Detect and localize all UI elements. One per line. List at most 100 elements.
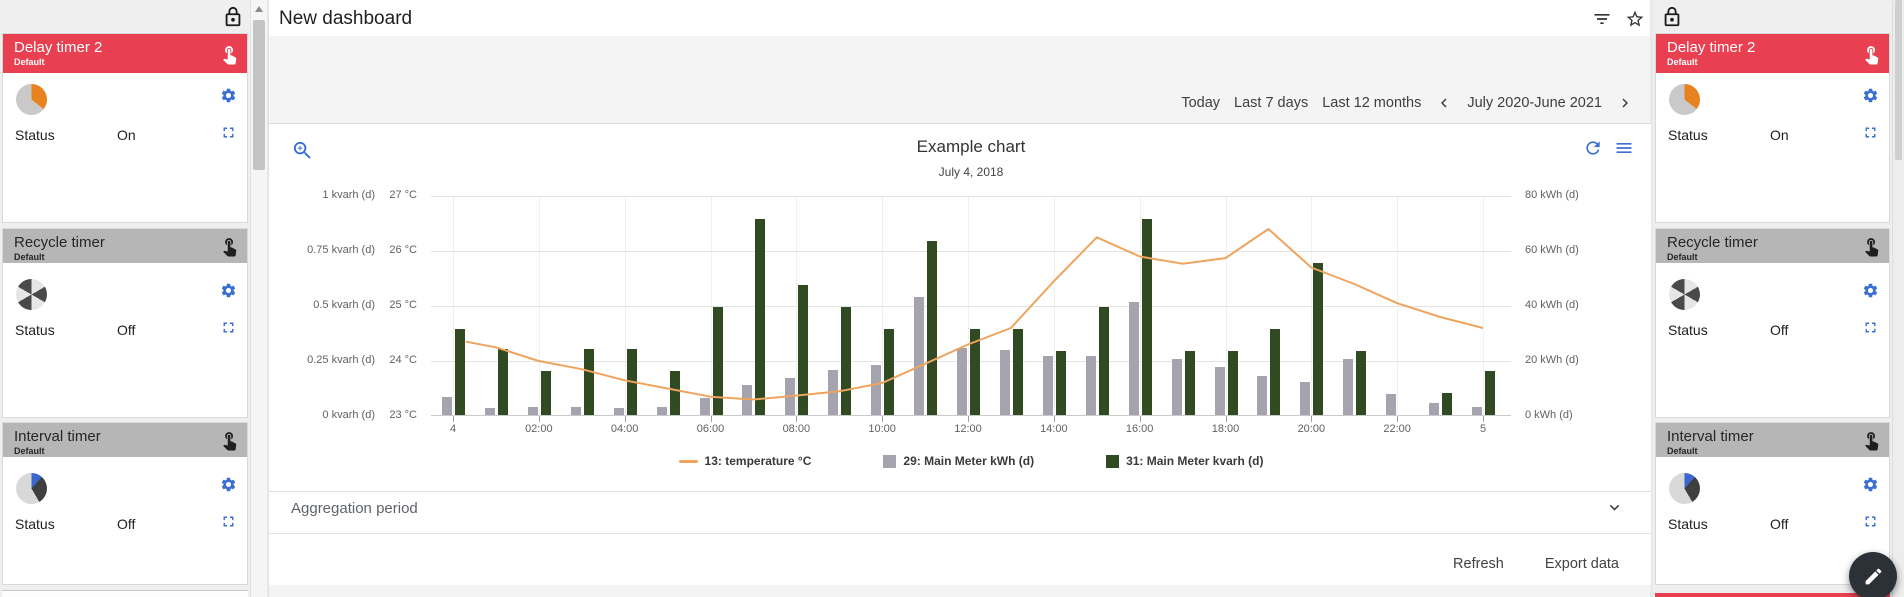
bar-kvarh[interactable]	[1485, 371, 1495, 415]
chart-menu-icon[interactable]	[1614, 138, 1634, 158]
legend-item-kvarh[interactable]: 31: Main Meter kvarh (d)	[1106, 454, 1263, 468]
bar-kwh[interactable]	[1171, 359, 1182, 415]
touch-app-icon[interactable]	[219, 430, 240, 451]
touch-app-icon[interactable]	[219, 43, 240, 64]
status-label: Status	[1668, 322, 1708, 338]
bar-kvarh[interactable]	[1012, 329, 1023, 415]
fullscreen-icon[interactable]	[220, 513, 237, 530]
fullscreen-icon[interactable]	[220, 319, 237, 336]
bar-kwh[interactable]	[1472, 407, 1482, 415]
bar-kwh[interactable]	[1257, 376, 1268, 415]
lock-icon[interactable]	[222, 6, 244, 28]
bar-kwh[interactable]	[613, 408, 624, 415]
gear-icon[interactable]	[220, 87, 237, 104]
chart-plot-area[interactable]: 4 02:00 04:00 06:00 08:00 10:00 12:00 14:00 16:0…	[307, 189, 1579, 435]
bar-kvarh[interactable]	[1442, 393, 1453, 415]
last-12-months-button[interactable]: Last 12 months	[1322, 95, 1422, 111]
bar-kvarh[interactable]	[540, 371, 551, 415]
touch-app-icon[interactable]	[1861, 43, 1882, 64]
widget-header[interactable]: Interval timer Default	[1656, 423, 1889, 457]
bar-kwh[interactable]	[957, 348, 967, 415]
gear-icon[interactable]	[1862, 282, 1879, 299]
export-data-button[interactable]: Export data	[1544, 556, 1619, 572]
legend-item-kwh[interactable]: 29: Main Meter kWh (d)	[883, 454, 1034, 468]
widget-header[interactable]: Delay timer 2 Default	[3, 34, 247, 73]
touch-app-icon[interactable]	[219, 236, 240, 257]
bar-kvarh[interactable]	[841, 307, 852, 415]
chart-refresh-icon[interactable]	[1583, 138, 1603, 158]
x-axis-tick	[624, 416, 626, 422]
filter-list-icon[interactable]	[1592, 9, 1612, 29]
x-axis-tick	[710, 416, 712, 422]
bar-kvarh[interactable]	[884, 329, 895, 415]
bar-kwh[interactable]	[656, 407, 667, 415]
star-outline-icon[interactable]	[1625, 9, 1645, 29]
bar-kwh[interactable]	[871, 365, 882, 415]
bar-kvarh[interactable]	[1184, 351, 1195, 415]
left-sidebar-scrollbar[interactable]	[250, 0, 267, 597]
bar-kvarh[interactable]	[712, 307, 723, 415]
scrollbar-thumb[interactable]	[1895, 0, 1902, 160]
bar-kvarh[interactable]	[970, 329, 980, 415]
right-sidebar-scrollbar[interactable]	[1892, 0, 1904, 597]
bar-kwh[interactable]	[1214, 367, 1225, 415]
bar-kwh[interactable]	[1343, 359, 1354, 415]
gear-icon[interactable]	[1862, 87, 1879, 104]
bar-kwh[interactable]	[999, 350, 1010, 415]
y-axis-label-right: 0 kWh (d)	[1525, 409, 1573, 421]
bar-kvarh[interactable]	[927, 241, 938, 415]
bar-kvarh[interactable]	[1141, 219, 1152, 415]
widget-header[interactable]: Recycle timer Default	[1656, 229, 1889, 263]
bar-kvarh[interactable]	[1313, 263, 1324, 415]
widget-header[interactable]: Interval timer Default	[3, 423, 247, 457]
touch-app-icon[interactable]	[1861, 236, 1882, 257]
scrollbar-thumb[interactable]	[253, 20, 265, 170]
touch-app-icon[interactable]	[1861, 430, 1882, 451]
fullscreen-icon[interactable]	[220, 124, 237, 141]
widget-header[interactable]: Delay timer 2 Default	[1656, 34, 1889, 73]
status-row: Status Off	[1668, 322, 1868, 338]
bar-kvarh[interactable]	[497, 349, 508, 415]
bar-kwh[interactable]	[570, 407, 581, 415]
bar-kwh[interactable]	[484, 408, 495, 415]
bar-kvarh[interactable]	[1055, 351, 1066, 415]
last-7-days-button[interactable]: Last 7 days	[1234, 95, 1309, 111]
widget-card-delay-timer: Delay timer 2 Default Status On	[2, 33, 248, 223]
gear-icon[interactable]	[1862, 476, 1879, 493]
bar-kwh[interactable]	[1042, 356, 1053, 415]
bar-kwh[interactable]	[699, 398, 710, 415]
bar-kvarh[interactable]	[455, 329, 465, 415]
gear-icon[interactable]	[220, 476, 237, 493]
widget-header[interactable]: Recycle timer Default	[3, 229, 247, 263]
bar-kvarh[interactable]	[755, 219, 766, 415]
bar-kwh[interactable]	[527, 407, 538, 415]
lock-icon[interactable]	[1661, 6, 1683, 28]
bar-kwh[interactable]	[1429, 403, 1440, 415]
y-axis-label-left_outer: 0.75 kvarh (d)	[307, 244, 375, 256]
refresh-button[interactable]: Refresh	[1453, 556, 1504, 572]
bar-kwh[interactable]	[914, 297, 925, 415]
bar-kwh[interactable]	[1085, 356, 1096, 415]
legend-item-temperature[interactable]: 13: temperature °C	[678, 454, 811, 468]
zoom-in-icon[interactable]	[291, 139, 314, 162]
edit-fab[interactable]	[1849, 552, 1897, 597]
bar-kvarh[interactable]	[798, 285, 809, 415]
chevron-left-icon[interactable]	[1435, 94, 1453, 112]
bar-kvarh[interactable]	[1356, 351, 1367, 415]
date-range-label[interactable]: July 2020-June 2021	[1467, 95, 1602, 111]
chevron-right-icon[interactable]	[1616, 94, 1634, 112]
bar-kvarh[interactable]	[1270, 329, 1281, 415]
today-button[interactable]: Today	[1181, 95, 1221, 111]
scroll-up-arrow[interactable]	[255, 6, 263, 12]
bar-kvarh[interactable]	[583, 349, 594, 415]
bar-kwh[interactable]	[1300, 382, 1311, 415]
bar-kwh[interactable]	[442, 397, 452, 415]
chart-card: Example chart July 4, 2018 4 02:00 04:00 06…	[269, 123, 1651, 585]
gear-icon[interactable]	[220, 282, 237, 299]
bar-kvarh[interactable]	[669, 371, 680, 415]
chevron-down-icon[interactable]	[1605, 498, 1624, 517]
bar-kvarh[interactable]	[1227, 351, 1238, 415]
bar-kwh[interactable]	[1128, 302, 1139, 415]
bar-kwh[interactable]	[1386, 394, 1397, 415]
bar-kvarh[interactable]	[1098, 307, 1109, 415]
